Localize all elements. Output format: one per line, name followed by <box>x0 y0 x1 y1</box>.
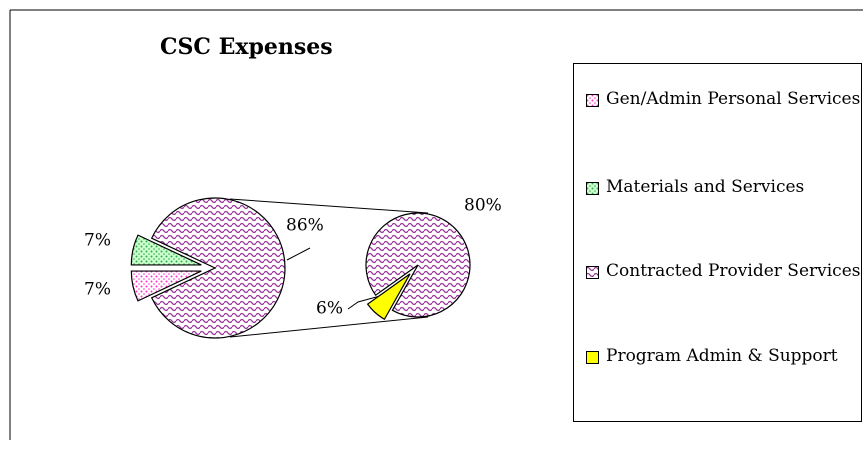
legend-label: Gen/Admin Personal Services <box>606 89 861 109</box>
legend-item: Gen/Admin Personal Services <box>586 86 861 113</box>
legend-label: Contracted Provider Services <box>606 261 861 281</box>
chart-title: CSC Expenses <box>160 34 333 60</box>
data-label: 7% <box>84 280 111 300</box>
legend-item: Program Admin & Support <box>586 343 861 370</box>
pie-slice <box>130 234 202 266</box>
legend: Gen/Admin Personal Services Materials and… <box>573 63 862 422</box>
pie-slice <box>130 270 202 302</box>
connector-line <box>229 316 429 338</box>
legend-label: Program Admin & Support <box>606 346 838 366</box>
pie-slice <box>150 197 286 339</box>
data-label: 80% <box>464 196 502 216</box>
data-label: 7% <box>84 231 111 251</box>
legend-item: Materials and Services <box>586 174 861 201</box>
legend-swatch <box>586 266 599 279</box>
pie-slice <box>366 273 411 321</box>
connector-line <box>229 198 429 214</box>
leader-line <box>286 247 311 261</box>
leader-line <box>347 295 381 310</box>
data-label: 86% <box>286 216 324 236</box>
legend-swatch <box>586 351 599 364</box>
pie-slice <box>365 212 471 318</box>
legend-label: Materials and Services <box>606 177 805 197</box>
legend-swatch <box>586 94 599 107</box>
legend-swatch <box>586 182 599 195</box>
data-label: 6% <box>316 299 343 319</box>
legend-item: Contracted Provider Services <box>586 258 861 285</box>
